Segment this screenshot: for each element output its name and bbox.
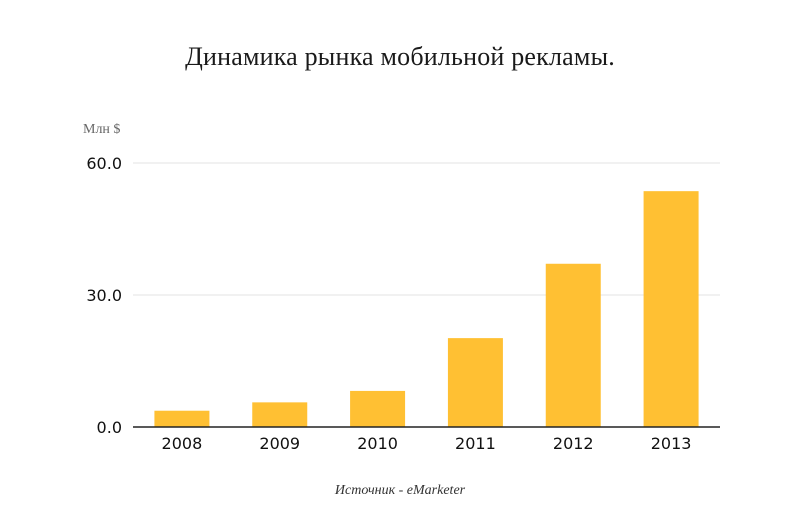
bar-2011 [447,338,503,427]
y-axis-unit-label: Млн $ [83,122,121,137]
bar-2009 [252,402,308,427]
bar-2012 [545,263,601,427]
bars [154,191,699,427]
y-tick-label: 0.0 [97,418,122,437]
chart-title: Динамика рынка мобильной рекламы. [185,42,615,71]
y-axis-ticks: 0.0 30.0 60.0 [86,154,122,437]
y-tick-label: 60.0 [86,154,122,173]
x-tick-label: 2012 [553,434,594,453]
source-note: Источник - eMarketer [334,483,466,498]
bar-2013 [643,191,699,427]
x-tick-label: 2008 [162,434,203,453]
x-tick-label: 2010 [357,434,398,453]
bar-2008 [154,410,210,427]
y-tick-label: 30.0 [86,286,122,305]
x-tick-label: 2013 [651,434,692,453]
gridlines [133,162,720,296]
x-tick-label: 2011 [455,434,496,453]
x-tick-label: 2009 [259,434,300,453]
x-axis-ticks: 2008 2009 2010 2011 2012 2013 [162,434,692,453]
bar-2010 [350,390,406,427]
